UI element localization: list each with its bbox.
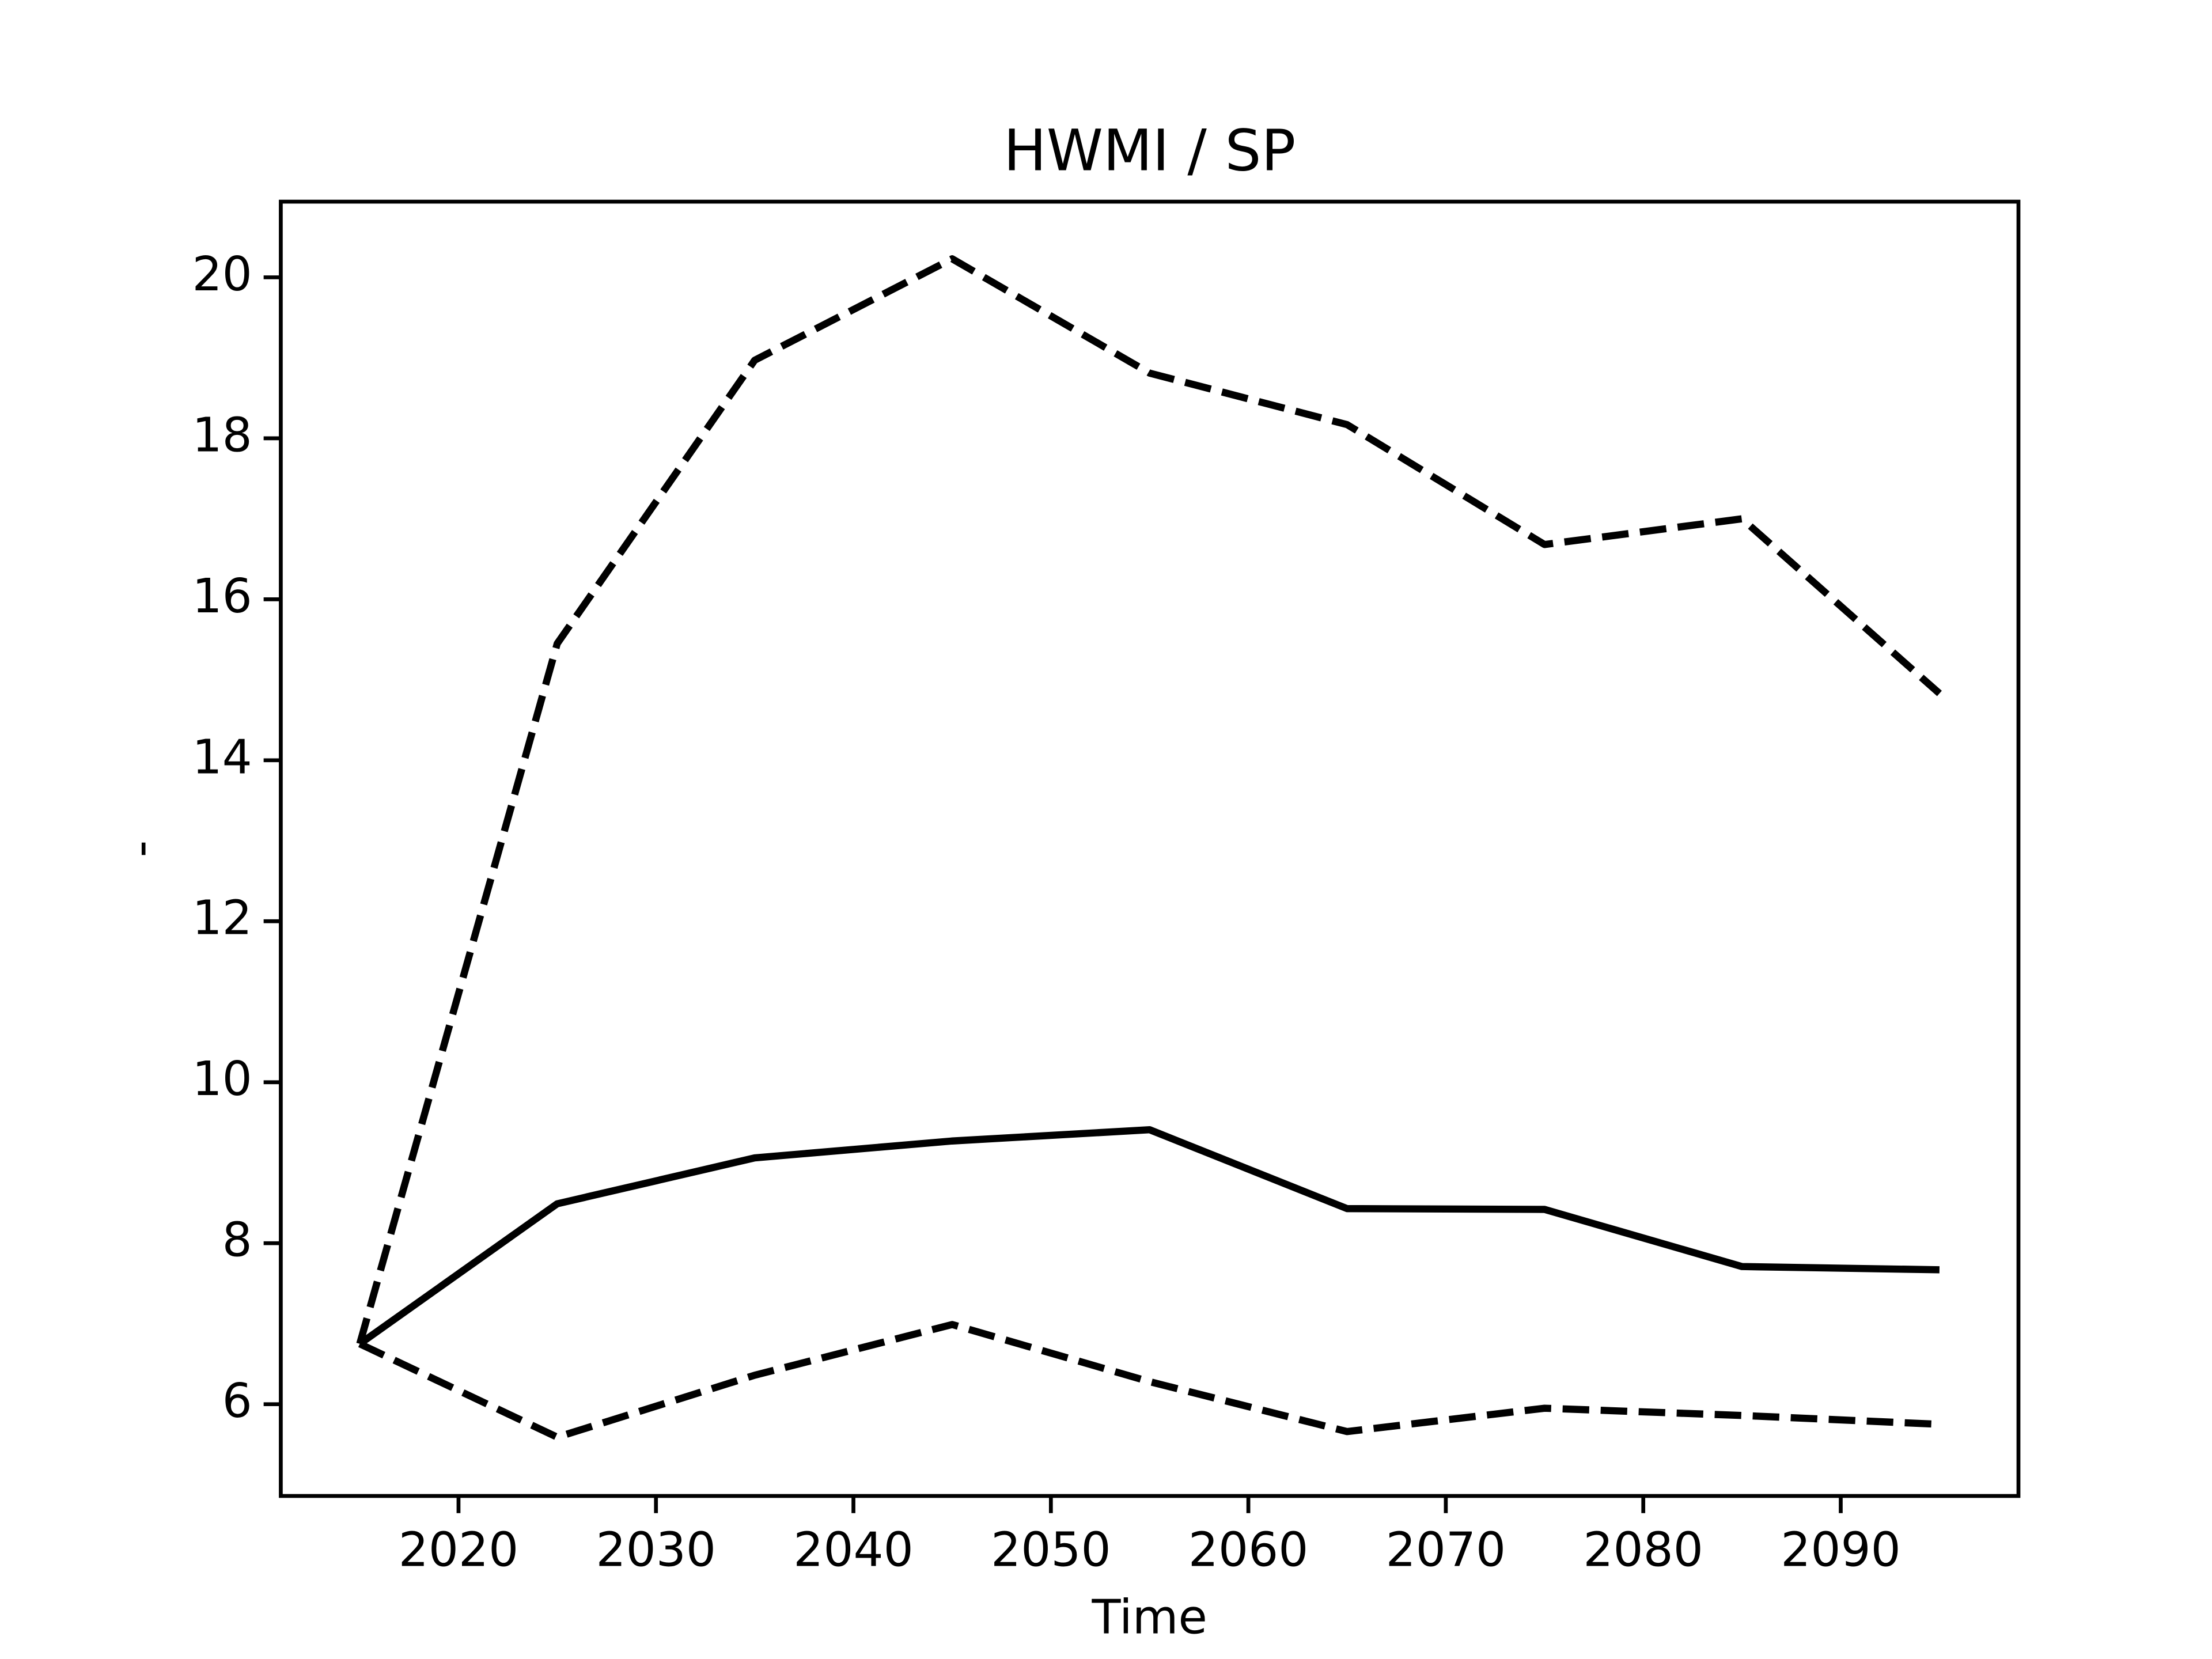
y-tick-label: 20 — [192, 247, 252, 302]
y-tick-label: 18 — [192, 408, 252, 463]
series-line — [356, 255, 1942, 1345]
y-tick-label: 10 — [192, 1052, 252, 1107]
x-tick-label: 2020 — [399, 1523, 519, 1578]
x-axis-label: Time — [1091, 1590, 1207, 1645]
x-tick-label: 2080 — [1583, 1523, 1703, 1578]
x-tick-label: 2040 — [793, 1523, 914, 1578]
y-tick-label: 8 — [222, 1213, 252, 1268]
x-tick-label: 2030 — [596, 1523, 716, 1578]
series-line — [357, 1126, 1940, 1347]
x-tick-label: 2090 — [1781, 1523, 1900, 1578]
series-line — [358, 1321, 1940, 1441]
y-tick-label: 16 — [192, 569, 252, 624]
x-tick-label: 2060 — [1188, 1523, 1309, 1578]
y-tick-label: 12 — [192, 891, 252, 946]
x-tick-label: 2050 — [991, 1523, 1111, 1578]
plot-frame — [279, 199, 2021, 1498]
y-axis-label: - — [113, 840, 168, 858]
y-tick-label: 14 — [192, 730, 252, 785]
x-tick-label: 2070 — [1386, 1523, 1506, 1578]
y-tick-label: 6 — [222, 1374, 252, 1429]
chart-title: HWMI / SP — [1003, 118, 1296, 184]
